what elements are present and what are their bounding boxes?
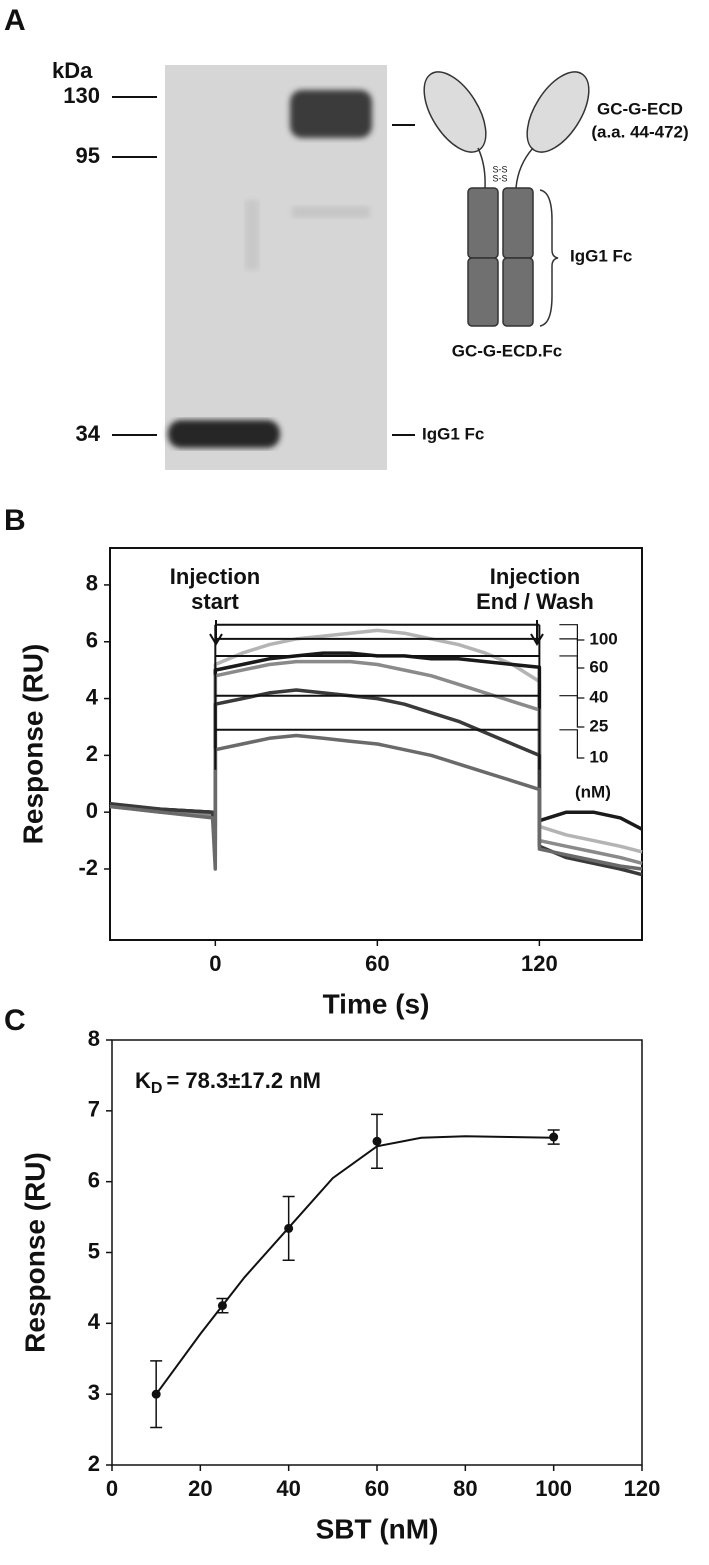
marker-label: 95 [76,143,100,168]
antibody-diagram [423,71,590,327]
y-tick-label: 6 [88,1167,100,1192]
y-tick-label: 8 [88,1026,100,1051]
bond-label: S-S [492,173,507,183]
y-axis-title: Response (RU) [17,644,48,845]
panel-label: C [4,1004,26,1037]
x-tick-label: 60 [365,1476,389,1501]
label-connector [559,695,585,728]
band-label: IgG1 Fc [422,424,484,443]
kd-annotation: KD = 78.3±17.2 nM [135,1068,321,1097]
response-curve [109,733,643,871]
brace [539,189,559,327]
x-tick-label: 100 [535,1476,572,1501]
legend-title: (nM) [575,782,611,801]
fc-domain [502,257,534,327]
marker-label: 130 [63,83,100,108]
x-tick-label: 20 [188,1476,212,1501]
fab-arm [423,71,487,153]
x-tick-label: 120 [521,951,558,976]
x-tick-label: 0 [209,951,221,976]
series-label: 25 [589,716,608,735]
gel-smear [245,200,259,270]
data-point [284,1223,294,1233]
y-tick-label: 8 [86,571,98,596]
annotation: Injection [170,564,260,589]
annotation: End / Wash [476,589,594,614]
x-tick-label: 0 [106,1476,118,1501]
kd-symbol: K [135,1068,151,1093]
series-label: 10 [589,747,608,766]
diagram-label: IgG1 Fc [570,246,632,265]
y-tick-label: 4 [88,1309,101,1334]
gel-band [290,90,372,138]
series-label: 40 [589,687,608,706]
label-connector [559,655,585,699]
y-tick-label: 2 [88,1451,100,1476]
bond-label: S-S [492,164,507,174]
x-tick-label: 40 [276,1476,300,1501]
data-point [217,1301,227,1311]
diagram-label: GC-G-ECD [597,99,683,118]
fab-arm [526,71,590,153]
y-tick-label: -2 [78,855,98,880]
x-tick-label: 80 [453,1476,477,1501]
fc-domain [467,257,499,327]
x-tick-label: 60 [365,951,389,976]
gel-band [168,420,280,448]
x-axis-title: SBT (nM) [316,1513,439,1544]
label-connector [559,729,585,759]
label-connector [559,624,585,641]
kd-subscript: D [151,1080,163,1097]
hinge [477,147,534,189]
y-tick-label: 5 [88,1238,100,1263]
y-tick-label: 2 [86,741,98,766]
annotation: Injection [490,564,580,589]
data-point [151,1389,161,1399]
y-tick-label: 3 [88,1380,100,1405]
fc-domain [467,187,499,259]
x-tick-label: 120 [624,1476,661,1501]
y-axis-title: Response (RU) [19,1152,50,1353]
fc-domain [502,187,534,259]
series-label: 100 [589,629,617,648]
series-label: 60 [589,657,608,676]
label-connector [559,638,585,669]
diagram-label: (a.a. 44-472) [591,122,688,141]
marker-label: 34 [76,421,101,446]
data-point [549,1132,559,1142]
y-tick-label: 0 [86,798,98,823]
fit-curve [155,1135,554,1395]
y-tick-label: 6 [86,628,98,653]
diagram-label: GC-G-ECD.Fc [452,341,563,360]
plot-frame [111,1039,643,1466]
panel-label: A [4,4,26,37]
response-curve [109,651,643,831]
data-point [372,1136,382,1146]
kd-text: = 78.3±17.2 nM [166,1068,321,1093]
annotation: start [191,589,239,614]
plot-frame [109,547,643,941]
y-tick-label: 4 [86,684,99,709]
gel-smear [292,206,370,218]
y-tick-label: 7 [88,1097,100,1122]
unit-label: kDa [52,58,93,83]
x-axis-title: Time (s) [323,988,430,1019]
panel-label: B [4,504,26,537]
